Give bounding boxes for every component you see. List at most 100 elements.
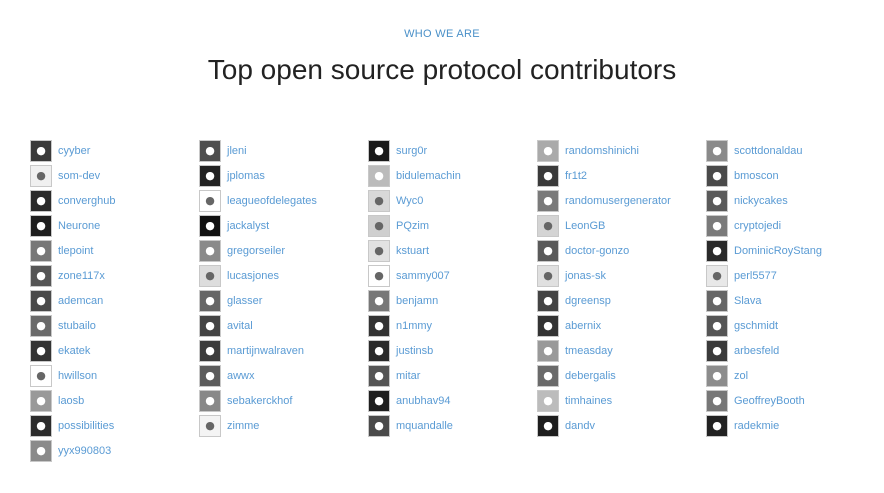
contributor-link[interactable]: ● ademcan	[30, 288, 195, 313]
contributors-column-4: ● randomshinichi ● fr1t2 ● randomusergenerato…	[537, 138, 702, 438]
contributor-link[interactable]: ● sammy007	[368, 263, 533, 288]
contributor-link[interactable]: ● debergalis	[537, 363, 702, 388]
avatar-initial: ●	[712, 244, 722, 257]
contributor-link[interactable]: ● awwx	[199, 363, 364, 388]
avatar-initial: ●	[36, 394, 46, 407]
contributor-link[interactable]: ● scottdonaldau	[706, 138, 871, 163]
contributor-link[interactable]: ● bidulemachin	[368, 163, 533, 188]
avatar-initial: ●	[374, 419, 384, 432]
contributor-link[interactable]: ● glasser	[199, 288, 364, 313]
contributor-link[interactable]: ● ekatek	[30, 338, 195, 363]
avatar-initial: ●	[205, 169, 215, 182]
avatar-initial: ●	[205, 394, 215, 407]
photo-avatar: ●	[706, 389, 728, 412]
smiley-avatar: ●	[368, 264, 390, 287]
contributor-link[interactable]: ● nickycakes	[706, 188, 871, 213]
contributor-link[interactable]: ● mitar	[368, 363, 533, 388]
contributor-link[interactable]: ● kstuart	[368, 238, 533, 263]
contributor-link[interactable]: ● fr1t2	[537, 163, 702, 188]
contributor-link[interactable]: ● justinsb	[368, 338, 533, 363]
avatar-initial: ●	[374, 394, 384, 407]
contributor-link[interactable]: ● lucasjones	[199, 263, 364, 288]
contributor-link[interactable]: ● dandv	[537, 413, 702, 438]
contributor-name: bmoscon	[734, 169, 779, 182]
contributor-link[interactable]: ● radekmie	[706, 413, 871, 438]
contributor-name: zone117x	[58, 269, 105, 282]
contributor-link[interactable]: ● laosb	[30, 388, 195, 413]
contributor-link[interactable]: ● timhaines	[537, 388, 702, 413]
contributors-column-2: ● jleni ● jplomas ● leagueofdelegates ● jackaly…	[199, 138, 364, 438]
contributor-link[interactable]: ● DominicRoyStang	[706, 238, 871, 263]
contributor-link[interactable]: ● dgreensp	[537, 288, 702, 313]
contributor-link[interactable]: ● abernix	[537, 313, 702, 338]
contributor-link[interactable]: ● jackalyst	[199, 213, 364, 238]
photo-avatar: ●	[706, 339, 728, 362]
contributor-link[interactable]: ● cryptojedi	[706, 213, 871, 238]
contributor-link[interactable]: ● jleni	[199, 138, 364, 163]
contributor-link[interactable]: ● zone117x	[30, 263, 195, 288]
avatar-initial: ●	[712, 419, 722, 432]
contributor-name: leagueofdelegates	[227, 194, 317, 207]
photo-avatar: ●	[537, 389, 559, 412]
contributor-name: jackalyst	[227, 219, 270, 232]
page-title: Top open source protocol contributors	[207, 54, 677, 85]
contributor-link[interactable]: ● bmoscon	[706, 163, 871, 188]
avatar-initial: ●	[543, 319, 553, 332]
contributor-link[interactable]: ● avital	[199, 313, 364, 338]
contributor-link[interactable]: ● tlepoint	[30, 238, 195, 263]
contributor-link[interactable]: ● sebakerckhof	[199, 388, 364, 413]
contributor-link[interactable]: ● Neurone	[30, 213, 195, 238]
photo-avatar: ●	[199, 139, 221, 162]
photo-avatar: ●	[706, 289, 728, 312]
contributor-link[interactable]: ● GeoffreyBooth	[706, 388, 871, 413]
contributor-link[interactable]: ● yyx990803	[30, 438, 195, 463]
contributor-link[interactable]: ● benjamn	[368, 288, 533, 313]
contributor-link[interactable]: ● converghub	[30, 188, 195, 213]
contributor-link[interactable]: ● Slava	[706, 288, 871, 313]
photo-avatar: ●	[199, 289, 221, 312]
photo-avatar: ●	[30, 439, 52, 462]
contributor-link[interactable]: ● gschmidt	[706, 313, 871, 338]
contributor-name: dandv	[565, 419, 595, 432]
contributor-link[interactable]: ● stubailo	[30, 313, 195, 338]
contributor-name: ekatek	[58, 344, 91, 357]
contributor-link[interactable]: ● possibilities	[30, 413, 195, 438]
contributor-link[interactable]: ● randomshinichi	[537, 138, 702, 163]
contributor-name: cryptojedi	[734, 219, 782, 232]
contributor-link[interactable]: ● anubhav94	[368, 388, 533, 413]
contributor-link[interactable]: ● perl5577	[706, 263, 871, 288]
contributor-link[interactable]: ● mquandalle	[368, 413, 533, 438]
photo-avatar: ●	[199, 214, 221, 237]
contributor-name: timhaines	[565, 394, 613, 407]
contributor-link[interactable]: ● PQzim	[368, 213, 533, 238]
contributor-link[interactable]: ● zol	[706, 363, 871, 388]
contributor-link[interactable]: ● arbesfeld	[706, 338, 871, 363]
contributor-name: dgreensp	[565, 294, 611, 307]
photo-avatar: ●	[537, 414, 559, 437]
photo-avatar: ●	[537, 314, 559, 337]
contributor-name: zimme	[227, 419, 260, 432]
contributor-link[interactable]: ● som-dev	[30, 163, 195, 188]
avatar-initial: ●	[36, 244, 46, 257]
contributor-link[interactable]: ● martijnwalraven	[199, 338, 364, 363]
avatar-initial: ●	[374, 219, 384, 232]
contributor-link[interactable]: ● surg0r	[368, 138, 533, 163]
contributor-link[interactable]: ● hwillson	[30, 363, 195, 388]
contributor-link[interactable]: ● tmeasday	[537, 338, 702, 363]
photo-avatar: ●	[706, 239, 728, 262]
contributor-link[interactable]: ● n1mmy	[368, 313, 533, 338]
contributor-link[interactable]: ● cyyber	[30, 138, 195, 163]
avatar-initial: ●	[205, 194, 215, 207]
contributor-link[interactable]: ● zimme	[199, 413, 364, 438]
contributor-link[interactable]: ● doctor-gonzo	[537, 238, 702, 263]
identicon-avatar: ●	[199, 239, 221, 262]
contributor-link[interactable]: ● leagueofdelegates	[199, 188, 364, 213]
photo-avatar: ●	[30, 289, 52, 312]
contributor-link[interactable]: ● LeonGB	[537, 213, 702, 238]
contributor-link[interactable]: ● jonas-sk	[537, 263, 702, 288]
contributor-link[interactable]: ● gregorseiler	[199, 238, 364, 263]
contributor-link[interactable]: ● Wyc0	[368, 188, 533, 213]
contributor-link[interactable]: ● jplomas	[199, 163, 364, 188]
contributor-name: zol	[734, 369, 749, 382]
contributor-link[interactable]: ● randomusergenerator	[537, 188, 702, 213]
